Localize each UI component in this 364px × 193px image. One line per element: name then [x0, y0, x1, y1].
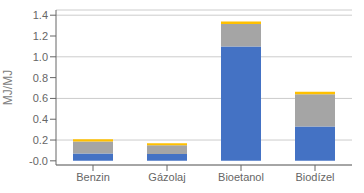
svg-text:Gázolaj: Gázolaj	[148, 171, 185, 183]
svg-text:Biodízel: Biodízel	[295, 171, 334, 183]
svg-text:-0.0: -0.0	[29, 155, 48, 167]
svg-text:0.8: 0.8	[33, 72, 48, 84]
svg-text:0.6: 0.6	[33, 92, 48, 104]
svg-text:0.2: 0.2	[33, 134, 48, 146]
svg-text:1.4: 1.4	[33, 9, 48, 21]
svg-text:1.2: 1.2	[33, 30, 48, 42]
svg-text:1.0: 1.0	[33, 51, 48, 63]
svg-text:Bioetanol: Bioetanol	[218, 171, 264, 183]
svg-text:MJ/MJ: MJ/MJ	[1, 70, 15, 105]
svg-text:0.4: 0.4	[33, 113, 48, 125]
svg-text:Benzin: Benzin	[76, 171, 110, 183]
